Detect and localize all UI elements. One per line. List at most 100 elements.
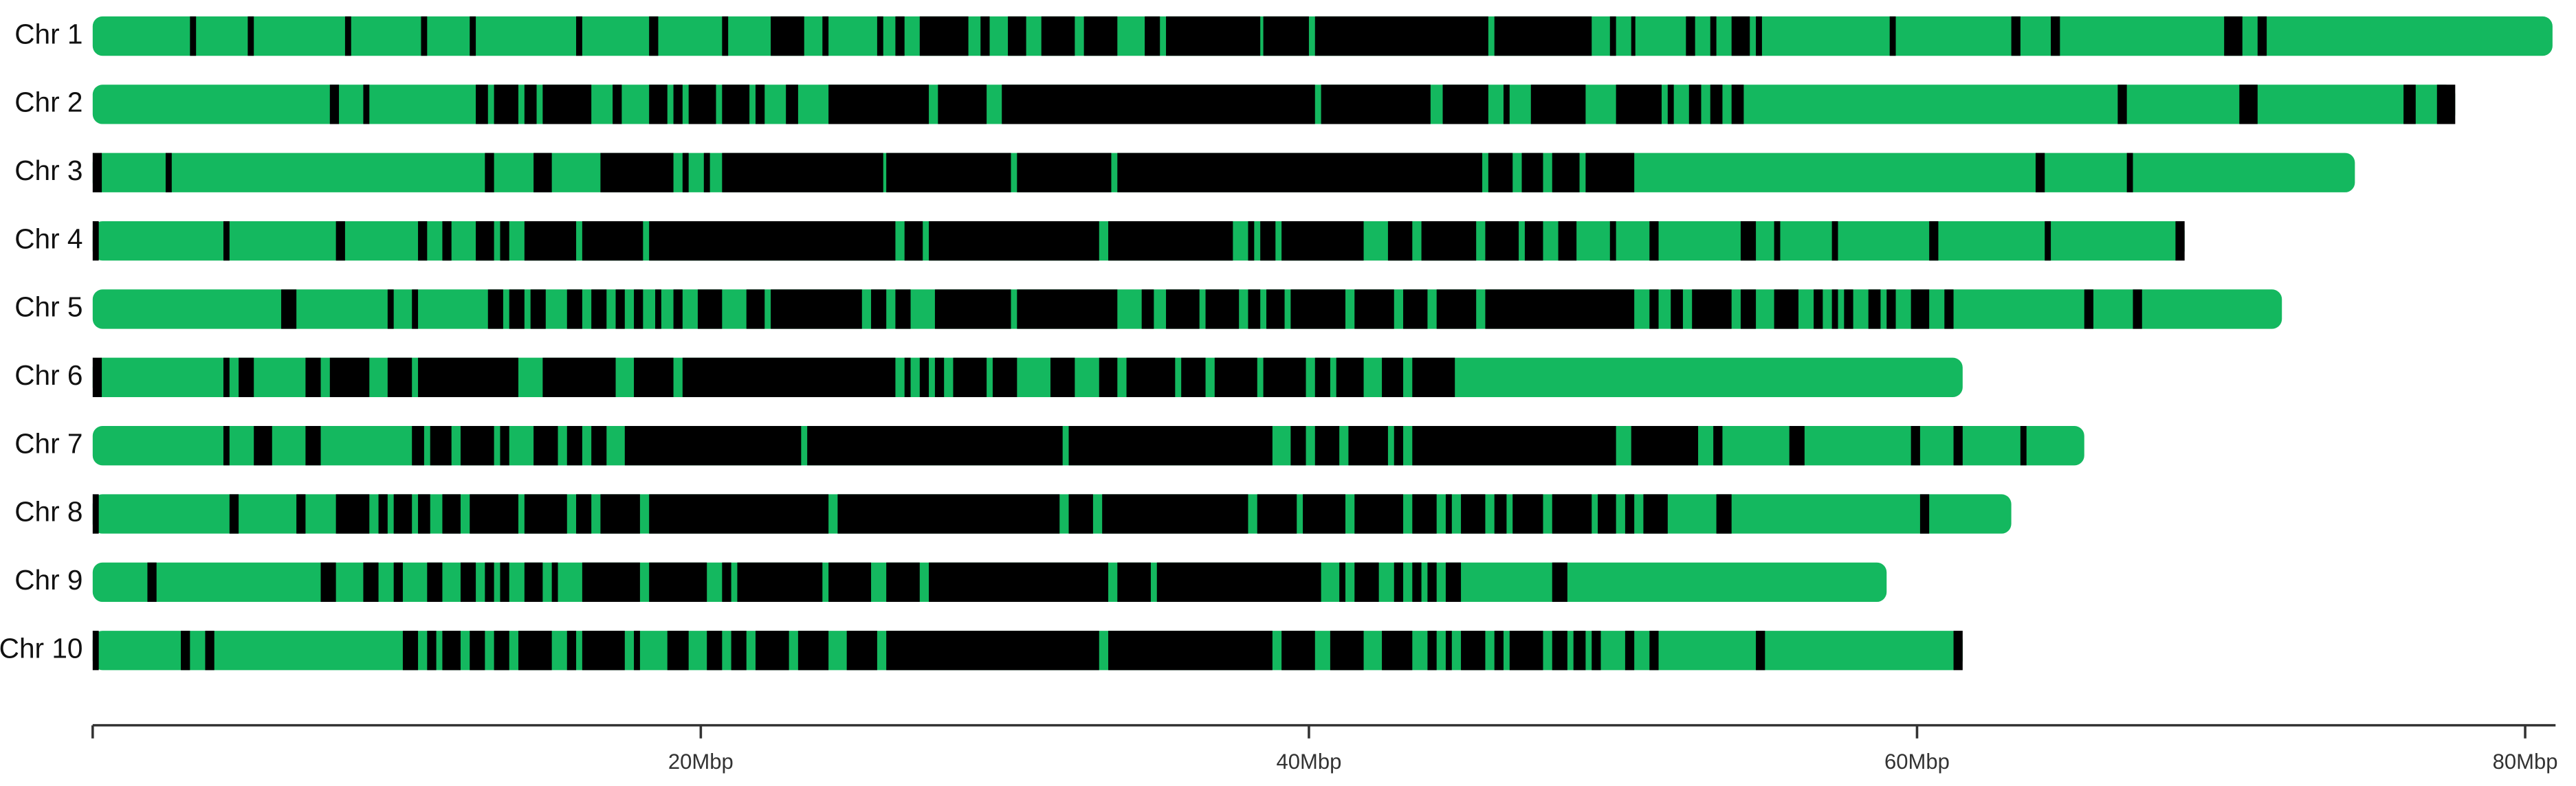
marker-segment xyxy=(771,289,862,329)
marker-segment xyxy=(682,153,689,192)
marker-segment xyxy=(1181,357,1206,397)
marker-segment xyxy=(1585,153,1635,192)
marker-segment xyxy=(649,85,668,124)
marker-segment xyxy=(1348,426,1388,466)
marker-segment xyxy=(2126,153,2133,192)
marker-segment xyxy=(1953,631,1963,671)
marker-segment xyxy=(421,16,428,56)
marker-segment xyxy=(1017,153,1112,192)
marker-segment xyxy=(919,357,929,397)
marker-segment xyxy=(335,494,370,534)
marker-segment xyxy=(387,289,394,329)
marker-segment xyxy=(634,357,674,397)
marker-segment xyxy=(566,289,582,329)
marker-segment xyxy=(1427,631,1437,671)
marker-segment xyxy=(886,153,1011,192)
marker-segment xyxy=(1248,289,1261,329)
marker-segment xyxy=(1002,85,1315,124)
marker-segment xyxy=(1710,85,1723,124)
marker-segment xyxy=(1509,631,1543,671)
marker-segment xyxy=(1756,16,1762,56)
marker-segment xyxy=(1050,357,1075,397)
marker-segment xyxy=(329,85,340,124)
marker-segment xyxy=(1716,494,1732,534)
marker-segment xyxy=(953,357,987,397)
marker-segment xyxy=(934,357,945,397)
chromosome-label: Chr 6 xyxy=(14,359,82,391)
marker-segment xyxy=(1886,289,1896,329)
marker-segment xyxy=(1616,85,1662,124)
marker-segment xyxy=(2117,85,2127,124)
marker-segment xyxy=(1257,494,1297,534)
marker-segment xyxy=(624,426,802,466)
marker-segment xyxy=(470,494,519,534)
marker-segment xyxy=(1649,289,1659,329)
marker-segment xyxy=(904,221,923,261)
marker-segment xyxy=(582,221,643,261)
marker-segment xyxy=(305,357,321,397)
marker-segment xyxy=(393,562,403,603)
marker-segment xyxy=(1774,221,1781,261)
chromosome-label: Chr 2 xyxy=(14,87,82,118)
marker-segment xyxy=(1649,221,1659,261)
marker-segment xyxy=(524,85,537,124)
marker-segment xyxy=(1521,153,1543,192)
marker-segment xyxy=(1214,357,1257,397)
marker-segment xyxy=(615,289,625,329)
marker-segment xyxy=(837,494,1060,534)
marker-segment xyxy=(576,16,582,56)
marker-segment xyxy=(1354,494,1404,534)
marker-segment xyxy=(378,494,388,534)
marker-segment xyxy=(1412,357,1455,397)
marker-segment xyxy=(1740,289,1757,329)
marker-segment xyxy=(807,426,1063,466)
marker-segment xyxy=(2239,85,2258,124)
marker-segment xyxy=(929,562,1109,603)
marker-segment xyxy=(1330,631,1364,671)
chromosome-label: Chr 9 xyxy=(14,564,82,596)
marker-segment xyxy=(828,85,929,124)
marker-segment xyxy=(1412,426,1616,466)
marker-segment xyxy=(682,357,896,397)
marker-segment xyxy=(722,16,729,56)
marker-segment xyxy=(786,85,798,124)
marker-segment xyxy=(393,494,412,534)
marker-segment xyxy=(655,289,661,329)
marker-segment xyxy=(460,562,476,603)
marker-segment xyxy=(634,289,643,329)
marker-segment xyxy=(1625,631,1635,671)
marker-segment xyxy=(442,631,461,671)
marker-segment xyxy=(2257,16,2267,56)
marker-segment xyxy=(223,426,230,466)
marker-segment xyxy=(524,562,543,603)
marker-segment xyxy=(1117,153,1483,192)
marker-segment xyxy=(707,631,723,671)
marker-segment xyxy=(412,426,424,466)
marker-segment xyxy=(1631,16,1636,56)
marker-segment xyxy=(755,85,765,124)
marker-segment xyxy=(1530,85,1586,124)
marker-segment xyxy=(886,631,1099,671)
marker-segment xyxy=(1710,16,1717,56)
marker-segment xyxy=(1017,289,1118,329)
marker-segment xyxy=(1068,426,1273,466)
marker-segment xyxy=(591,426,607,466)
marker-segment xyxy=(1461,631,1486,671)
marker-segment xyxy=(1814,289,1823,329)
marker-segment xyxy=(92,494,99,534)
marker-segment xyxy=(205,631,214,671)
marker-segment xyxy=(1445,494,1452,534)
marker-segment xyxy=(1117,562,1151,603)
chromosome-label: Chr 4 xyxy=(14,223,82,254)
marker-segment xyxy=(1756,631,1765,671)
marker-segment xyxy=(92,153,102,192)
marker-segment xyxy=(1552,494,1592,534)
marker-segment xyxy=(828,562,872,603)
x-tick-label: 60Mbp xyxy=(1884,750,1950,774)
marker-segment xyxy=(500,426,509,466)
marker-segment xyxy=(1592,631,1601,671)
marker-segment xyxy=(2436,85,2456,124)
marker-segment xyxy=(1099,357,1118,397)
marker-segment xyxy=(1281,631,1315,671)
